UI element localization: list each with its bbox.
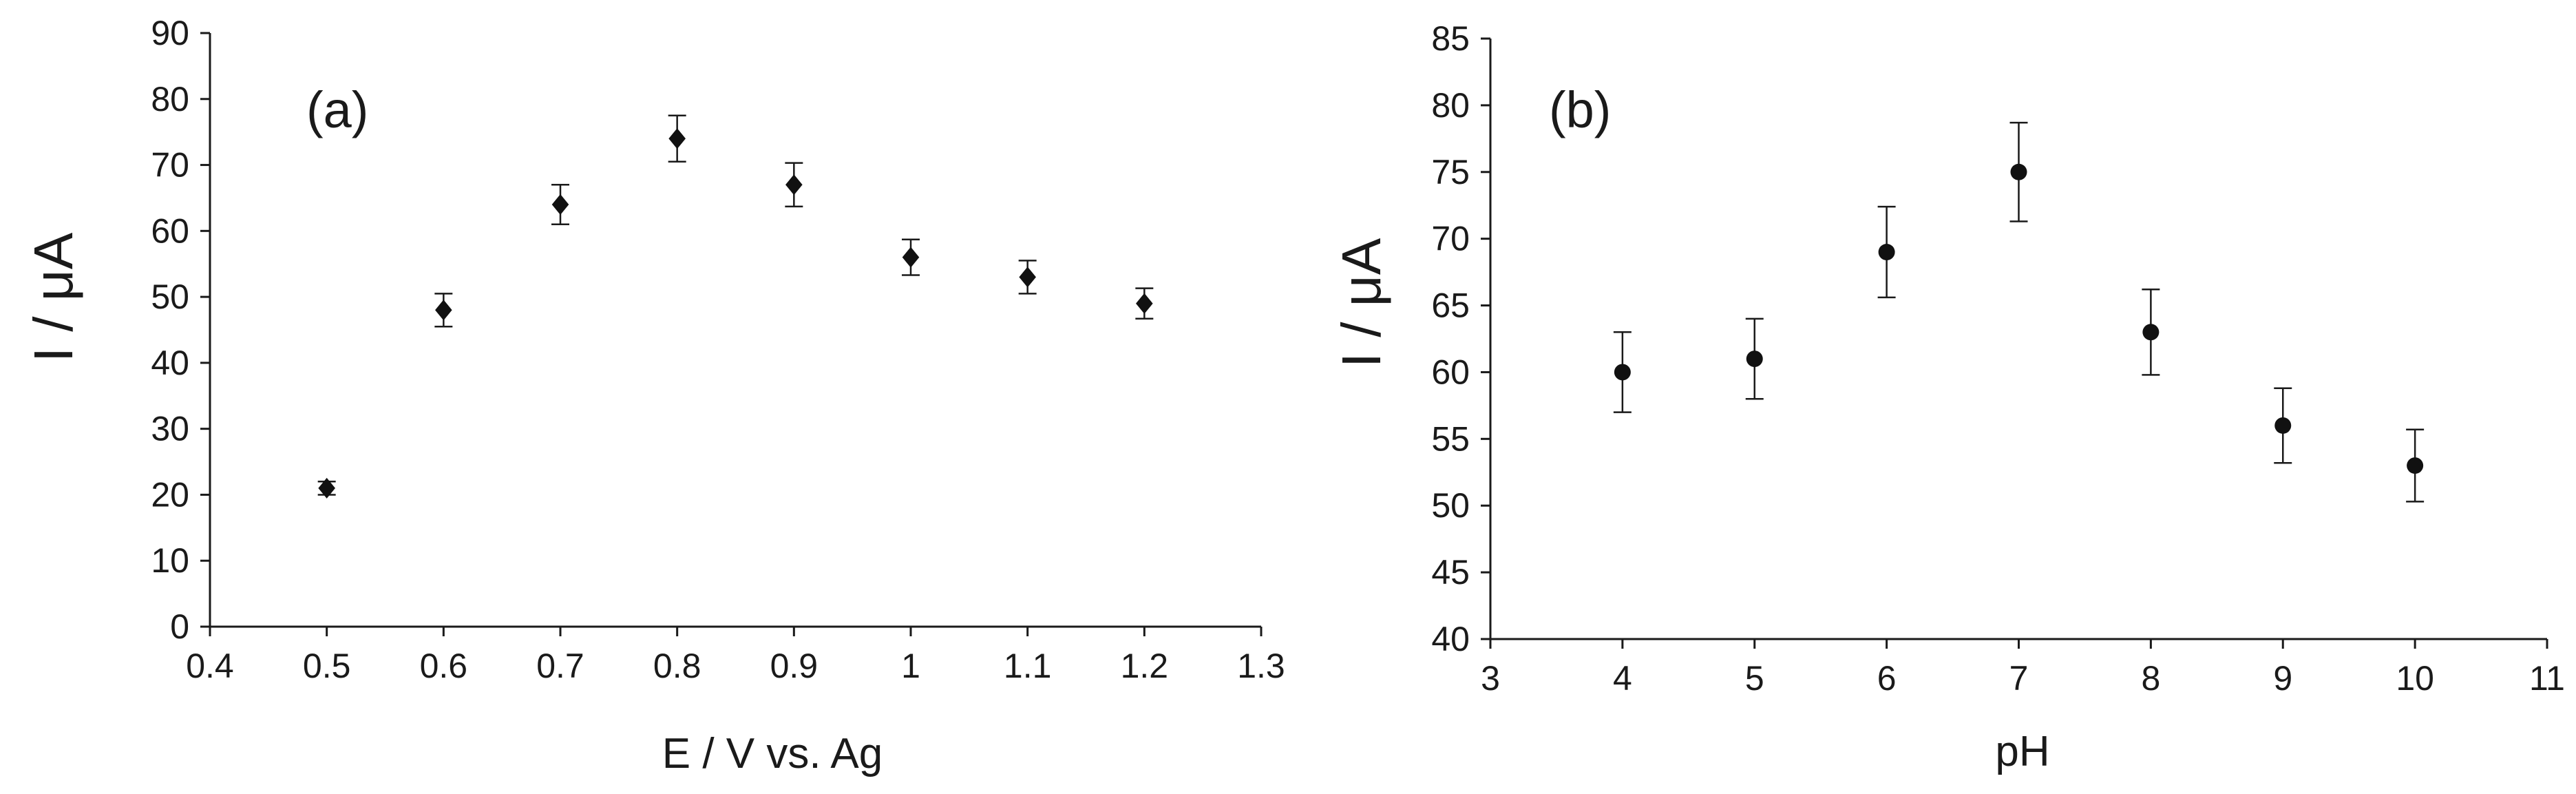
panel-a-y-tick-label: 70	[151, 146, 189, 185]
panel-a-y-tick-label: 90	[151, 14, 189, 52]
panel-b-data-point	[2274, 417, 2292, 434]
panel-a-y-tick-label: 80	[151, 80, 189, 118]
panel-a-y-tick-label: 20	[151, 475, 189, 514]
panel-a-y-tick-label: 10	[151, 541, 189, 580]
panel-a-label: (a)	[306, 81, 368, 138]
panel-a-data-point	[1136, 293, 1153, 314]
panel-b-x-tick-label: 9	[2273, 659, 2292, 698]
panel-a-x-tick-label: 0.8	[653, 647, 701, 685]
panel-b-data-point	[2142, 324, 2160, 341]
panel-a-x-tick-label: 0.5	[303, 647, 351, 685]
panel-b-x-tick-label: 5	[1745, 659, 1764, 698]
panel-b-y-tick-label: 60	[1431, 353, 1470, 391]
panel-a-x-tick-label: 0.9	[770, 647, 819, 685]
panel-b-label: (b)	[1549, 81, 1611, 138]
panel-b-y-tick-label: 80	[1431, 86, 1470, 125]
panel-a-x-axis-title: E / V vs. Ag	[662, 730, 883, 777]
panel-b-data-point	[2407, 457, 2424, 474]
panel-a-y-tick-label: 0	[170, 607, 189, 646]
panel-a-y-tick-label: 50	[151, 278, 189, 316]
panel-b-y-tick-label: 65	[1431, 286, 1470, 325]
panel-a-chart: (a) E / V vs. Ag I / μA 0.4 0.5 0.6 0.7 0.8 0…	[23, 14, 1285, 777]
panel-a-x-tick-label: 0.7	[536, 647, 584, 685]
panel-b-x-axis-title: pH	[1995, 728, 2049, 775]
panel-b-y-tick-label: 45	[1431, 553, 1470, 592]
panel-b-y-axis-title: I / μA	[1331, 238, 1392, 368]
panel-b-y-tick-label: 50	[1431, 486, 1470, 525]
panel-b-x-tick-label: 8	[2141, 659, 2160, 698]
panel-a-data-point	[785, 174, 803, 196]
panel-b-x-tick-label: 11	[2529, 659, 2565, 698]
panel-a-data-point	[435, 300, 452, 321]
panel-b-x-tick-label: 4	[1613, 659, 1632, 698]
panel-a-x-tick-label: 1.1	[1004, 647, 1052, 685]
panel-a-data-point	[902, 247, 920, 268]
panel-a-x-tick-label: 1.3	[1237, 647, 1285, 685]
panel-b-data-point	[1614, 364, 1631, 381]
panel-b-y-tick-label: 85	[1431, 19, 1470, 58]
panel-b-data-point	[1746, 351, 1763, 368]
panel-b-y-tick-label: 55	[1431, 419, 1470, 458]
panel-b-x-tick-label: 10	[2396, 659, 2434, 698]
panel-a-x-tick-label: 1.2	[1121, 647, 1169, 685]
panel-a-data-point	[668, 128, 686, 149]
panel-a-data-point	[551, 194, 569, 216]
panel-b-y-tick-label: 70	[1431, 220, 1470, 258]
panel-b-x-tick-label: 3	[1481, 659, 1500, 698]
panel-b-y-tick-label: 40	[1431, 620, 1470, 658]
panel-a-y-tick-label: 30	[151, 410, 189, 448]
panel-b-y-tick-label: 75	[1431, 153, 1470, 191]
panel-a-x-tick-label: 0.6	[420, 647, 468, 685]
panel-b-chart: (b) pH I / μA 3 4 5 6 7 8 9 10 11404550556065707…	[1331, 19, 2565, 775]
panel-b-x-tick-label: 7	[2009, 659, 2029, 698]
panel-a-x-tick-label: 0.4	[186, 647, 234, 685]
panel-a-y-tick-label: 60	[151, 211, 189, 250]
panel-b-x-tick-label: 6	[1877, 659, 1897, 698]
panel-a-data-point	[318, 477, 335, 499]
panel-a-y-tick-label: 40	[151, 344, 189, 382]
panel-a-x-tick-label: 1	[901, 647, 920, 685]
panel-a-y-axis-title: I / μA	[23, 232, 84, 362]
panel-b-data-point	[2010, 163, 2027, 180]
panel-b-data-point	[1878, 244, 1895, 261]
panel-a-data-point	[1019, 267, 1036, 288]
